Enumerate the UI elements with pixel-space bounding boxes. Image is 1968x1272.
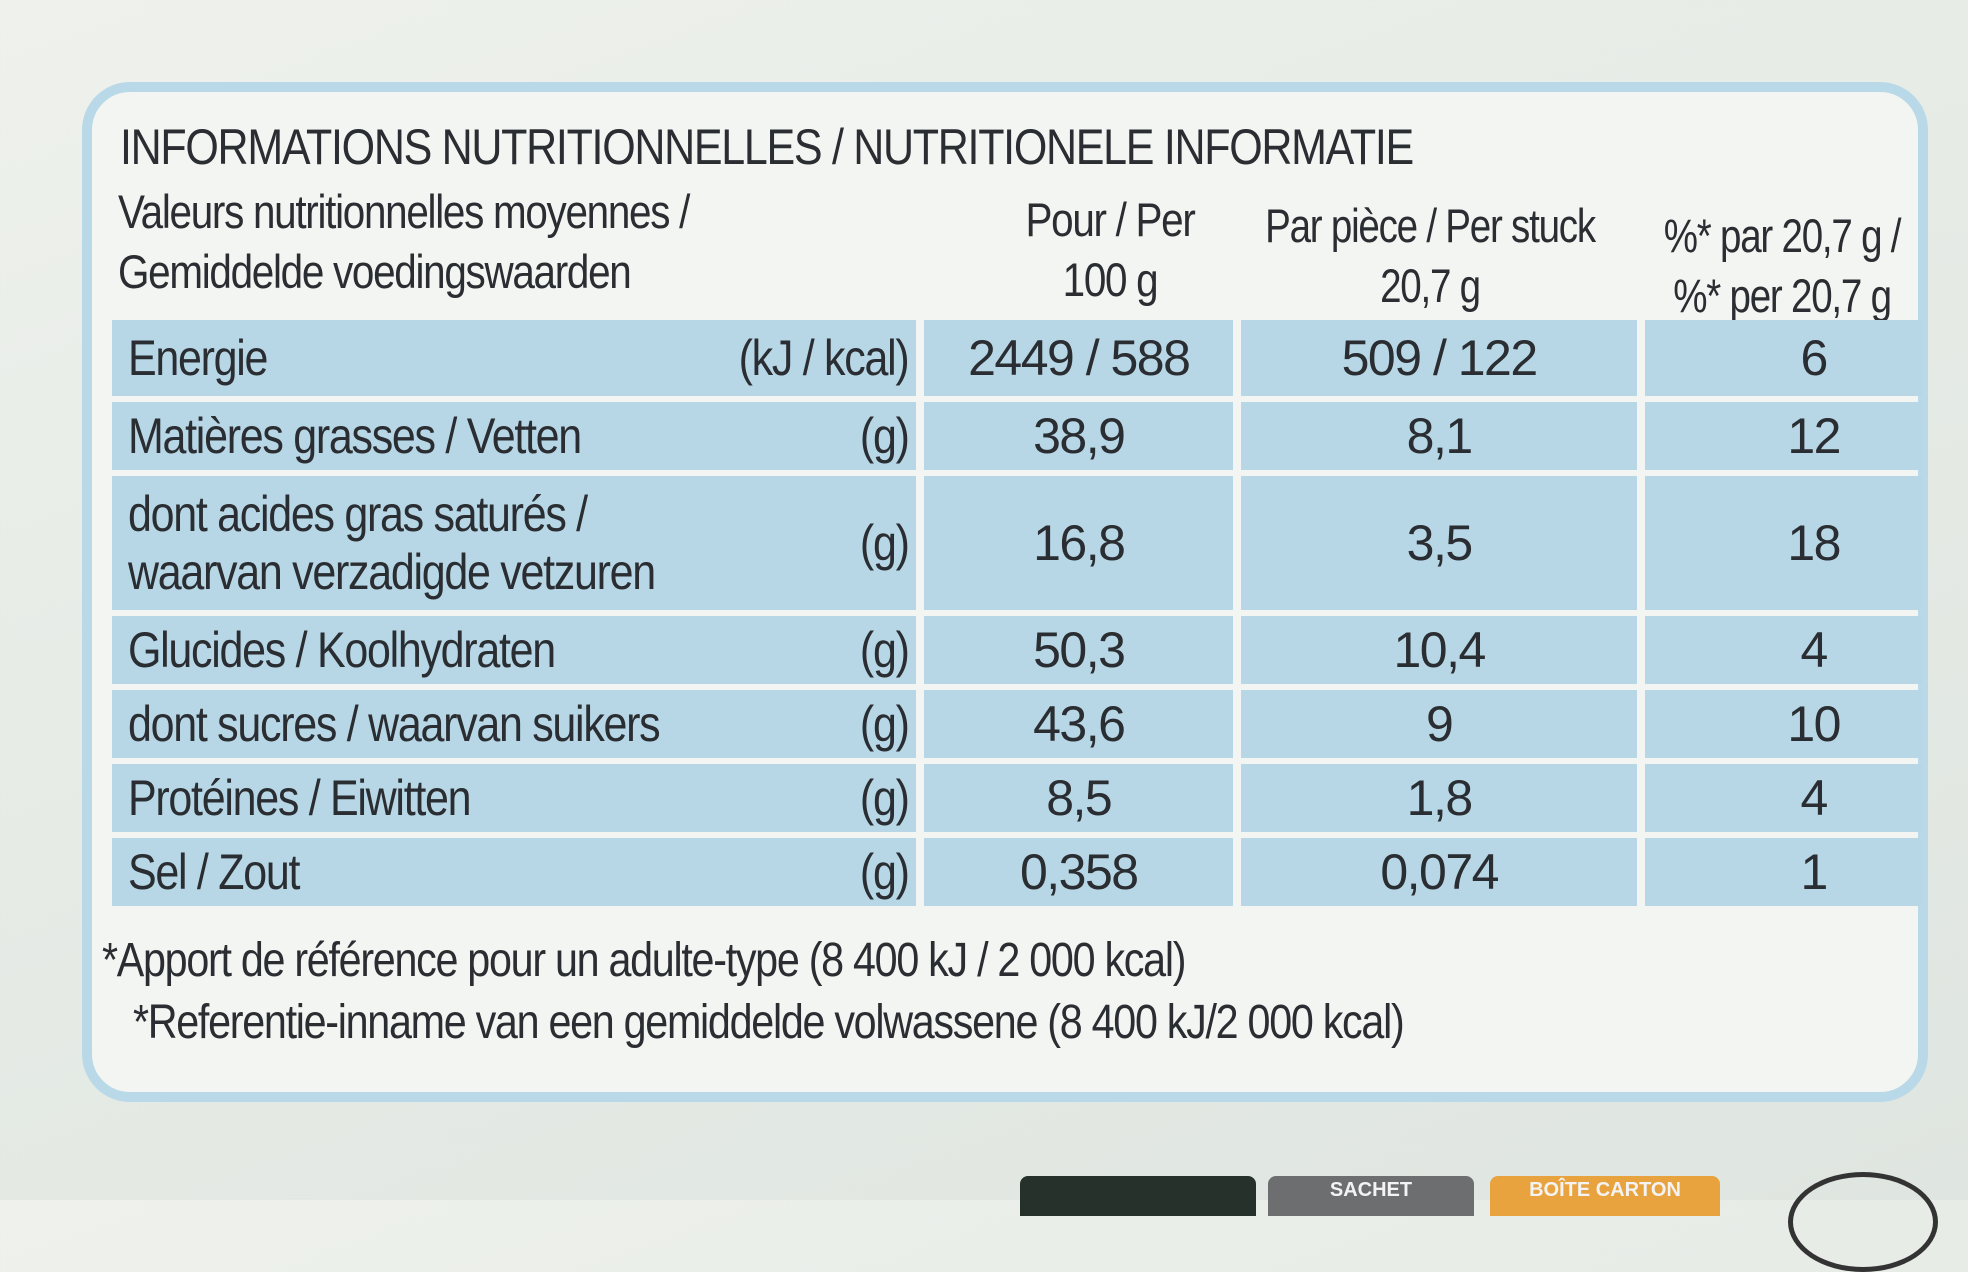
row-label: Glucides / Koolhydraten bbox=[128, 622, 556, 678]
table-row-sugars: dont sucres / waarvan suikers (g) 43,6 9… bbox=[112, 690, 1922, 758]
badge-sachet: SACHET bbox=[1268, 1176, 1474, 1216]
pct-value: 4 bbox=[1645, 764, 1922, 832]
footnotes: *Apport de référence pour un adulte-type… bbox=[102, 930, 1405, 1054]
row-label-line1: dont acides gras saturés / bbox=[128, 486, 588, 542]
pct-value: 12 bbox=[1645, 402, 1922, 470]
perpiece-value: 3,5 bbox=[1241, 476, 1638, 610]
pct-value-text: 10 bbox=[1787, 696, 1841, 752]
badge-boite-carton: BOÎTE CARTON bbox=[1490, 1176, 1720, 1216]
perpiece-value: 8,1 bbox=[1241, 402, 1638, 470]
row-label: Energie bbox=[128, 330, 268, 386]
badge-dark bbox=[1020, 1176, 1256, 1216]
pct-value: 4 bbox=[1645, 616, 1922, 684]
recycle-circle-icon bbox=[1788, 1172, 1938, 1272]
per100-value: 0,358 bbox=[924, 838, 1234, 906]
row-unit: (g) bbox=[859, 770, 910, 826]
per100-value: 8,5 bbox=[924, 764, 1234, 832]
pct-value: 6 bbox=[1645, 320, 1922, 396]
perpiece-value: 0,074 bbox=[1241, 838, 1638, 906]
row-label-cell: Energie (kJ / kcal) bbox=[112, 320, 917, 396]
footnote-fr: *Apport de référence pour un adulte-type… bbox=[102, 934, 1186, 987]
pct-column-header: %* par 20,7 g / %* per 20,7 g bbox=[1651, 206, 1913, 326]
label-header-line2: Gemiddelde voedingswaarden bbox=[118, 245, 632, 298]
row-label-cell: dont sucres / waarvan suikers (g) bbox=[112, 690, 917, 758]
footnote-nl: *Referentie-inname van een gemiddelde vo… bbox=[132, 996, 1405, 1049]
pct-header-line1: %* par 20,7 g / bbox=[1663, 209, 1902, 262]
per100-header-line2: 100 g bbox=[1062, 253, 1159, 306]
pct-value-text: 4 bbox=[1800, 770, 1828, 826]
pct-value-text: 6 bbox=[1800, 330, 1828, 386]
row-label-line2: waarvan verzadigde vetzuren bbox=[128, 544, 656, 600]
row-unit: (g) bbox=[859, 515, 910, 571]
per100-value: 38,9 bbox=[924, 402, 1234, 470]
row-label-cell: Protéines / Eiwitten (g) bbox=[112, 764, 917, 832]
row-label: dont acides gras saturés / waarvan verza… bbox=[128, 485, 656, 601]
pct-value-text: 1 bbox=[1800, 844, 1828, 900]
perpiece-column-header: Par pièce / Per stuck 20,7 g bbox=[1258, 196, 1602, 316]
table-row-fat: Matières grasses / Vetten (g) 38,9 8,1 1… bbox=[112, 402, 1922, 470]
perpiece-value: 10,4 bbox=[1241, 616, 1638, 684]
perpiece-value: 1,8 bbox=[1241, 764, 1638, 832]
label-column-header: Valeurs nutritionnelles moyennes / Gemid… bbox=[118, 182, 690, 302]
perpiece-value: 509 / 122 bbox=[1241, 320, 1638, 396]
row-label: Matières grasses / Vetten bbox=[128, 408, 582, 464]
perpiece-header-line1: Par pièce / Per stuck bbox=[1265, 199, 1596, 252]
per100-header-line1: Pour / Per bbox=[1025, 193, 1195, 246]
perpiece-header-line2: 20,7 g bbox=[1380, 259, 1481, 312]
pct-value-text: 12 bbox=[1787, 408, 1841, 464]
row-label: dont sucres / waarvan suikers bbox=[128, 696, 661, 752]
row-unit: (g) bbox=[859, 622, 910, 678]
row-label: Protéines / Eiwitten bbox=[128, 770, 472, 826]
row-unit: (kJ / kcal) bbox=[738, 330, 910, 386]
nutrition-title: INFORMATIONS NUTRITIONNELLES / NUTRITION… bbox=[120, 119, 1414, 175]
per100-value: 2449 / 588 bbox=[924, 320, 1234, 396]
nutrition-table: Energie (kJ / kcal) 2449 / 588 509 / 122… bbox=[112, 320, 1922, 912]
pct-value: 1 bbox=[1645, 838, 1922, 906]
row-unit: (g) bbox=[859, 696, 910, 752]
row-unit: (g) bbox=[859, 408, 910, 464]
label-header-line1: Valeurs nutritionnelles moyennes / bbox=[118, 185, 690, 238]
table-row-saturated-fat: dont acides gras saturés / waarvan verza… bbox=[112, 476, 1922, 610]
pct-value-text: 4 bbox=[1800, 622, 1828, 678]
row-unit: (g) bbox=[859, 844, 910, 900]
perpiece-value: 9 bbox=[1241, 690, 1638, 758]
row-label: Sel / Zout bbox=[128, 844, 300, 900]
table-row-energy: Energie (kJ / kcal) 2449 / 588 509 / 122… bbox=[112, 320, 1922, 396]
pct-value: 18 bbox=[1645, 476, 1922, 610]
row-label-cell: Sel / Zout (g) bbox=[112, 838, 917, 906]
table-row-salt: Sel / Zout (g) 0,358 0,074 1 bbox=[112, 838, 1922, 906]
table-row-carbohydrates: Glucides / Koolhydraten (g) 50,3 10,4 4 bbox=[112, 616, 1922, 684]
row-label-cell: Glucides / Koolhydraten (g) bbox=[112, 616, 917, 684]
pct-value: 10 bbox=[1645, 690, 1922, 758]
per100-column-header: Pour / Per 100 g bbox=[981, 190, 1239, 310]
pct-value-text: 18 bbox=[1787, 515, 1841, 571]
row-label-cell: dont acides gras saturés / waarvan verza… bbox=[112, 476, 917, 610]
row-label-cell: Matières grasses / Vetten (g) bbox=[112, 402, 917, 470]
table-row-protein: Protéines / Eiwitten (g) 8,5 1,8 4 bbox=[112, 764, 1922, 832]
pct-header-line2: %* per 20,7 g bbox=[1673, 269, 1892, 322]
per100-value: 43,6 bbox=[924, 690, 1234, 758]
per100-value: 50,3 bbox=[924, 616, 1234, 684]
per100-value: 16,8 bbox=[924, 476, 1234, 610]
